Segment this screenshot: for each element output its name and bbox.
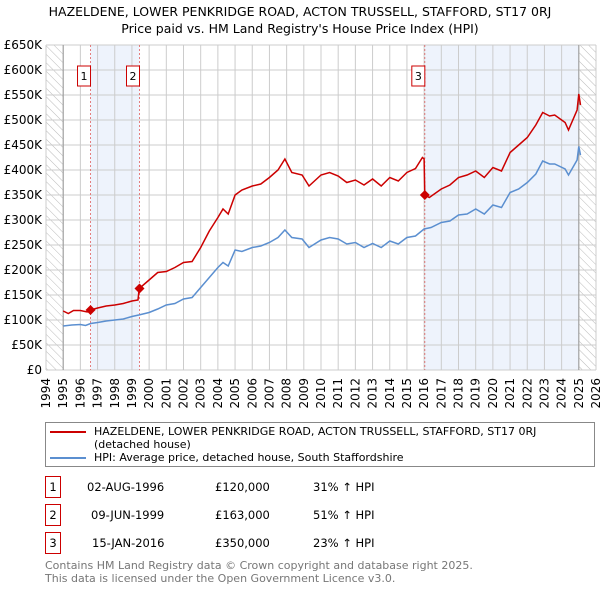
sale-price: £350,000 xyxy=(215,536,270,550)
x-tick-label: 2026 xyxy=(589,378,600,409)
sale-marker: 1 xyxy=(45,476,61,498)
y-tick-label: £350K xyxy=(4,188,44,202)
y-tick-label: £500K xyxy=(4,113,44,127)
x-tick-label: 2012 xyxy=(348,378,362,409)
sale-marker: 3 xyxy=(45,532,61,554)
sale-label-box xyxy=(126,65,140,87)
property-series-line xyxy=(62,93,582,315)
x-tick-label: 2016 xyxy=(417,378,431,409)
sale-row: 3 15-JAN-2016 £350,000 23% ↑ HPI xyxy=(45,532,445,554)
x-tick-label: 1997 xyxy=(91,378,105,409)
x-tick-label: 2005 xyxy=(228,378,242,409)
x-tick-label: 1996 xyxy=(73,378,87,409)
x-tick-label: 1998 xyxy=(108,378,122,409)
x-tick-label: 2008 xyxy=(280,378,294,409)
x-tick-label: 2000 xyxy=(142,378,156,409)
x-tick-label: 2010 xyxy=(314,378,328,409)
y-tick-label: £650K xyxy=(4,38,44,52)
sale-date: 15-JAN-2016 xyxy=(92,536,165,550)
x-tick-label: 2003 xyxy=(194,378,208,409)
y-tick-label: £300K xyxy=(4,213,44,227)
sale-label: 1 xyxy=(81,70,88,83)
legend: HAZELDENE, LOWER PENKRIDGE ROAD, ACTON T… xyxy=(45,422,595,467)
x-tick-label: 2019 xyxy=(469,378,483,409)
x-tick-label: 2017 xyxy=(434,378,448,409)
y-tick-label: £200K xyxy=(4,263,44,277)
sale-label: 3 xyxy=(415,70,422,83)
x-tick-label: 1994 xyxy=(39,378,53,409)
x-tick-label: 1995 xyxy=(56,378,70,409)
hatched-region xyxy=(46,45,64,370)
x-tick-label: 2013 xyxy=(366,378,380,409)
y-tick-label: £50K xyxy=(11,338,43,352)
sale-date: 02-AUG-1996 xyxy=(87,480,165,494)
x-tick-label: 1999 xyxy=(125,378,139,409)
x-tick-label: 2024 xyxy=(555,378,569,409)
x-tick-label: 2006 xyxy=(245,378,259,409)
sale-point xyxy=(419,190,430,200)
footer-copyright: Contains HM Land Registry data © Crown c… xyxy=(45,559,473,572)
x-tick-label: 2011 xyxy=(331,378,345,409)
footer-licence: This data is licensed under the Open Gov… xyxy=(45,572,396,585)
sale-hpi: 51% ↑ HPI xyxy=(313,508,375,522)
sale-hpi: 23% ↑ HPI xyxy=(313,536,375,550)
y-tick-label: £450K xyxy=(4,138,44,152)
x-tick-label: 2014 xyxy=(383,378,397,409)
hpi-series-line xyxy=(63,146,582,327)
sale-label-box xyxy=(411,65,426,87)
y-tick-label: £100K xyxy=(4,313,44,327)
x-tick-label: 2009 xyxy=(297,378,311,409)
x-tick-label: 2004 xyxy=(211,378,225,409)
hatched-region xyxy=(578,45,596,370)
chart-subtitle: Price paid vs. HM Land Registry's House … xyxy=(121,21,479,36)
y-tick-label: £400K xyxy=(4,163,44,177)
sale-point xyxy=(134,283,145,294)
legend-red-line xyxy=(50,431,86,433)
sale-row: 2 09-JUN-1999 £163,000 51% ↑ HPI xyxy=(45,504,445,526)
x-tick-label: 2020 xyxy=(486,378,500,409)
sale-price: £120,000 xyxy=(215,480,270,494)
y-tick-label: £550K xyxy=(4,88,44,102)
x-tick-label: 2022 xyxy=(520,378,534,409)
x-tick-label: 2002 xyxy=(177,378,191,409)
legend-hpi: HPI: Average price, detached house, Sout… xyxy=(94,451,404,464)
x-tick-label: 2021 xyxy=(503,378,517,409)
x-tick-label: 2007 xyxy=(262,378,276,409)
sale-price: £163,000 xyxy=(215,508,270,522)
x-tick-label: 2001 xyxy=(159,378,173,409)
legend-blue-line xyxy=(50,457,86,459)
sale-point xyxy=(85,305,96,315)
sale-marker: 2 xyxy=(45,504,61,526)
sale-label: 2 xyxy=(130,70,137,83)
x-tick-label: 2023 xyxy=(537,378,551,409)
x-tick-label: 2025 xyxy=(572,378,586,409)
sale-hpi: 31% ↑ HPI xyxy=(313,480,375,494)
y-tick-label: £150K xyxy=(4,288,44,302)
sale-date: 09-JUN-1999 xyxy=(91,508,165,522)
y-tick-label: £250K xyxy=(4,238,44,252)
y-tick-label: £0 xyxy=(27,363,42,377)
x-tick-label: 2018 xyxy=(452,378,466,409)
x-tick-label: 2015 xyxy=(400,378,414,409)
legend-property: HAZELDENE, LOWER PENKRIDGE ROAD, ACTON T… xyxy=(94,425,537,451)
chart-title: HAZELDENE, LOWER PENKRIDGE ROAD, ACTON T… xyxy=(48,4,552,19)
y-tick-label: £600K xyxy=(4,63,44,77)
price-chart: 1994 1995 1996 1997 1998 1999 2000 2001 2002 2003… xyxy=(4,38,600,409)
sale-label-box xyxy=(77,65,92,87)
sale-row: 1 02-AUG-1996 £120,000 31% ↑ HPI xyxy=(45,476,445,498)
